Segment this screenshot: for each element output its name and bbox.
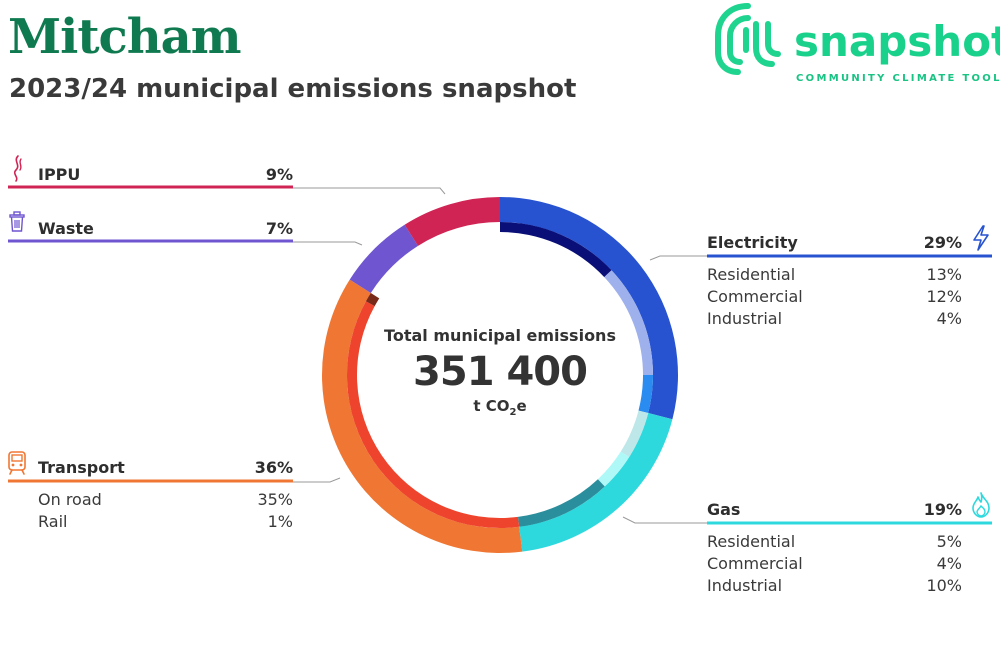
page-title: Mitcham xyxy=(8,9,242,65)
donut-center: Total municipal emissions 351 400 t CO2e xyxy=(350,326,650,418)
smoke-icon xyxy=(13,155,22,182)
subsector-name: Rail xyxy=(38,512,68,531)
category-pct: 19% xyxy=(923,500,962,519)
donut-segment-electricity xyxy=(500,197,678,420)
donut-subsegment-electricity-residential xyxy=(500,222,612,278)
donut-segment-ippu xyxy=(404,197,500,246)
total-value: 351 400 xyxy=(413,349,588,395)
donut-segment-gas xyxy=(519,413,673,552)
category-pct: 29% xyxy=(923,233,962,252)
subsector-row: Industrial 10% xyxy=(707,575,962,597)
subsector-pct: 13% xyxy=(926,265,962,284)
page-subtitle: 2023/24 municipal emissions snapshot xyxy=(9,74,577,104)
total-label: Total municipal emissions xyxy=(384,326,616,345)
donut-subsegment-transport-on-road xyxy=(346,301,520,528)
leader-line-gas xyxy=(622,516,707,524)
category-ippu: IPPU 9% xyxy=(38,162,293,187)
subsector-pct: 10% xyxy=(926,576,962,595)
category-gas: Gas 19% xyxy=(707,497,962,522)
subsector-pct: 5% xyxy=(936,532,962,551)
category-name: Electricity xyxy=(707,233,798,252)
subsector-name: On road xyxy=(38,490,102,509)
subsector-name: Commercial xyxy=(707,287,803,306)
subsector-row: Commercial 12% xyxy=(707,286,962,308)
category-name: Transport xyxy=(38,458,125,477)
subsector-row: Commercial 4% xyxy=(707,553,962,575)
category-name: Gas xyxy=(707,500,741,519)
donut-subsegment-transport-rail xyxy=(365,293,380,307)
donut-subsegment-gas-commercial xyxy=(597,451,630,487)
subsector-row: Residential 5% xyxy=(707,531,962,553)
donut-subsegment-electricity-industrial xyxy=(638,375,653,414)
leader-line-transport xyxy=(293,477,341,483)
subsector-row: On road 35% xyxy=(38,489,293,511)
donut-segment-transport xyxy=(321,279,523,553)
subsector-pct: 4% xyxy=(936,554,962,573)
train-icon xyxy=(8,451,26,475)
subsector-name: Residential xyxy=(707,532,796,551)
subsector-row: Rail 1% xyxy=(38,511,293,533)
category-waste: Waste 7% xyxy=(38,216,293,241)
logo-wordmark: snapshot xyxy=(794,17,1000,66)
lightning-icon xyxy=(973,225,989,251)
subsector-name: Commercial xyxy=(707,554,803,573)
subsector-row: Residential 13% xyxy=(707,264,962,286)
category-pct: 36% xyxy=(254,458,293,477)
leader-line-waste xyxy=(293,241,363,246)
snapshot-logo-icon xyxy=(715,3,781,75)
category-transport: Transport 36% xyxy=(38,455,293,480)
snapshot-logo: snapshot COMMUNITY CLIMATE TOOL xyxy=(712,0,1000,95)
category-pct: 7% xyxy=(265,219,293,238)
subsector-pct: 35% xyxy=(257,490,293,509)
category-name: IPPU xyxy=(38,165,81,184)
subsector-pct: 1% xyxy=(267,512,293,531)
subsector-pct: 12% xyxy=(926,287,962,306)
logo-tagline: COMMUNITY CLIMATE TOOL xyxy=(796,73,1000,84)
category-pct: 9% xyxy=(265,165,293,184)
category-electricity: Electricity 29% xyxy=(707,230,962,255)
total-unit: t CO2e xyxy=(473,397,527,418)
donut-subsegment-electricity-commercial xyxy=(604,270,653,375)
subsector-name: Industrial xyxy=(707,576,783,595)
subsector-name: Industrial xyxy=(707,309,783,328)
flame-icon xyxy=(972,492,990,518)
category-name: Waste xyxy=(38,219,94,238)
trash-icon xyxy=(9,211,25,232)
donut-subsegment-gas-residential xyxy=(620,410,649,457)
subsector-row: Industrial 4% xyxy=(707,308,962,330)
donut-segment-waste xyxy=(349,224,419,294)
donut-subsegment-gas-industrial xyxy=(517,479,605,527)
leader-line-electricity xyxy=(649,255,707,261)
subsector-name: Residential xyxy=(707,265,796,284)
subsector-pct: 4% xyxy=(936,309,962,328)
leader-line-ippu xyxy=(293,187,446,195)
